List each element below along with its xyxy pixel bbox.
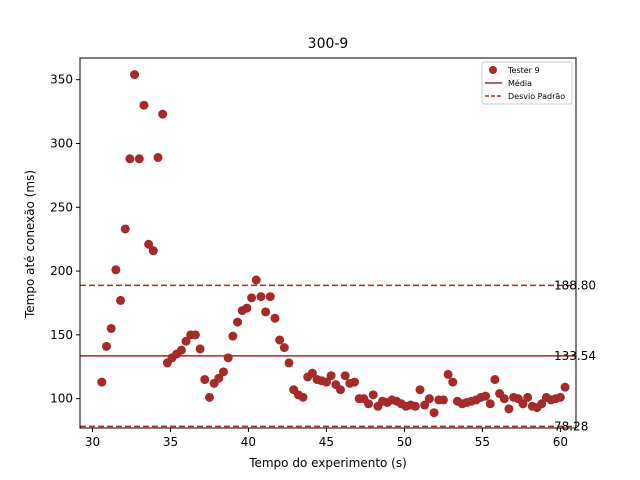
y-axis-label: Tempo até conexão (ms) bbox=[23, 170, 37, 319]
data-point bbox=[116, 295, 126, 305]
x-tick-label: 30 bbox=[85, 435, 100, 449]
data-point bbox=[364, 399, 374, 409]
data-point bbox=[340, 371, 350, 381]
data-point bbox=[298, 392, 308, 402]
legend-label: Média bbox=[508, 78, 532, 88]
data-point bbox=[499, 394, 509, 404]
data-point bbox=[420, 400, 430, 410]
data-point bbox=[218, 367, 228, 377]
plot-area: 133.54 188.80 78.28 bbox=[80, 70, 596, 433]
data-point bbox=[555, 392, 565, 402]
data-point bbox=[242, 303, 252, 313]
data-point bbox=[130, 70, 140, 80]
x-tick-label: 40 bbox=[241, 435, 256, 449]
data-point bbox=[158, 109, 168, 119]
data-point bbox=[233, 317, 243, 327]
axes: 30 35 40 45 50 55 60 100 150 200 250 300 350 bbox=[50, 57, 577, 449]
x-tick-label: 50 bbox=[397, 435, 412, 449]
data-point bbox=[214, 373, 224, 383]
data-point bbox=[448, 377, 458, 387]
data-point bbox=[523, 392, 533, 402]
data-point bbox=[256, 292, 266, 302]
data-point bbox=[429, 408, 439, 418]
reference-line-label-2: 78.28 bbox=[554, 419, 588, 433]
data-point bbox=[485, 399, 495, 409]
data-point bbox=[97, 377, 107, 387]
data-point bbox=[176, 345, 186, 355]
data-point bbox=[181, 336, 191, 346]
data-point bbox=[265, 292, 275, 302]
data-point bbox=[204, 392, 214, 402]
data-point bbox=[144, 239, 154, 249]
data-point bbox=[307, 368, 317, 378]
y-tick-label: 300 bbox=[50, 136, 73, 150]
data-point bbox=[368, 390, 378, 400]
data-point bbox=[139, 100, 149, 110]
data-point bbox=[537, 399, 547, 409]
data-point bbox=[275, 335, 285, 345]
data-point bbox=[279, 343, 289, 353]
y-tick-label: 200 bbox=[50, 264, 73, 278]
data-point bbox=[424, 394, 434, 404]
x-tick-label: 45 bbox=[319, 435, 334, 449]
legend-marker bbox=[489, 66, 497, 74]
data-point bbox=[410, 401, 420, 411]
data-point bbox=[228, 331, 238, 341]
data-point bbox=[247, 293, 257, 303]
data-point bbox=[321, 377, 331, 387]
chart-title: 300-9 bbox=[308, 36, 349, 52]
data-point bbox=[106, 323, 116, 333]
y-tick-label: 250 bbox=[50, 200, 73, 214]
x-tick-label: 60 bbox=[553, 435, 568, 449]
data-point bbox=[326, 371, 336, 381]
reference-line-label-0: 133.54 bbox=[554, 349, 596, 363]
data-point bbox=[102, 341, 112, 351]
data-point bbox=[560, 382, 570, 392]
legend: Tester 9 Média Desvio Padrão bbox=[481, 61, 573, 105]
data-point bbox=[490, 375, 500, 385]
data-point bbox=[335, 385, 345, 395]
y-tick-label: 150 bbox=[50, 328, 73, 342]
data-point bbox=[284, 358, 294, 368]
data-point bbox=[443, 369, 453, 379]
data-point bbox=[125, 154, 135, 164]
legend-box bbox=[481, 61, 573, 105]
x-tick-label: 35 bbox=[163, 435, 178, 449]
data-point bbox=[481, 391, 491, 401]
data-point bbox=[190, 330, 200, 340]
data-point bbox=[134, 154, 144, 164]
x-tick-label: 55 bbox=[475, 435, 490, 449]
data-point bbox=[195, 344, 205, 354]
data-point bbox=[504, 404, 514, 414]
legend-label: Desvio Padrão bbox=[508, 92, 565, 101]
data-point bbox=[438, 395, 448, 405]
plot-frame bbox=[79, 57, 577, 429]
data-point bbox=[350, 377, 360, 387]
data-point bbox=[111, 265, 121, 275]
data-point bbox=[153, 153, 163, 163]
y-tick-label: 350 bbox=[50, 73, 73, 87]
data-point bbox=[120, 224, 130, 234]
x-axis-label: Tempo do experimento (s) bbox=[248, 456, 407, 470]
data-point bbox=[415, 385, 425, 395]
data-point bbox=[148, 246, 158, 256]
data-point bbox=[270, 313, 280, 323]
reference-line-label-1: 188.80 bbox=[554, 278, 596, 292]
data-point bbox=[200, 375, 210, 385]
y-tick-label: 100 bbox=[50, 392, 73, 406]
data-point bbox=[223, 353, 233, 363]
data-point bbox=[261, 307, 271, 317]
legend-label: Tester 9 bbox=[507, 66, 540, 75]
data-point bbox=[518, 399, 528, 409]
data-point bbox=[251, 275, 261, 285]
